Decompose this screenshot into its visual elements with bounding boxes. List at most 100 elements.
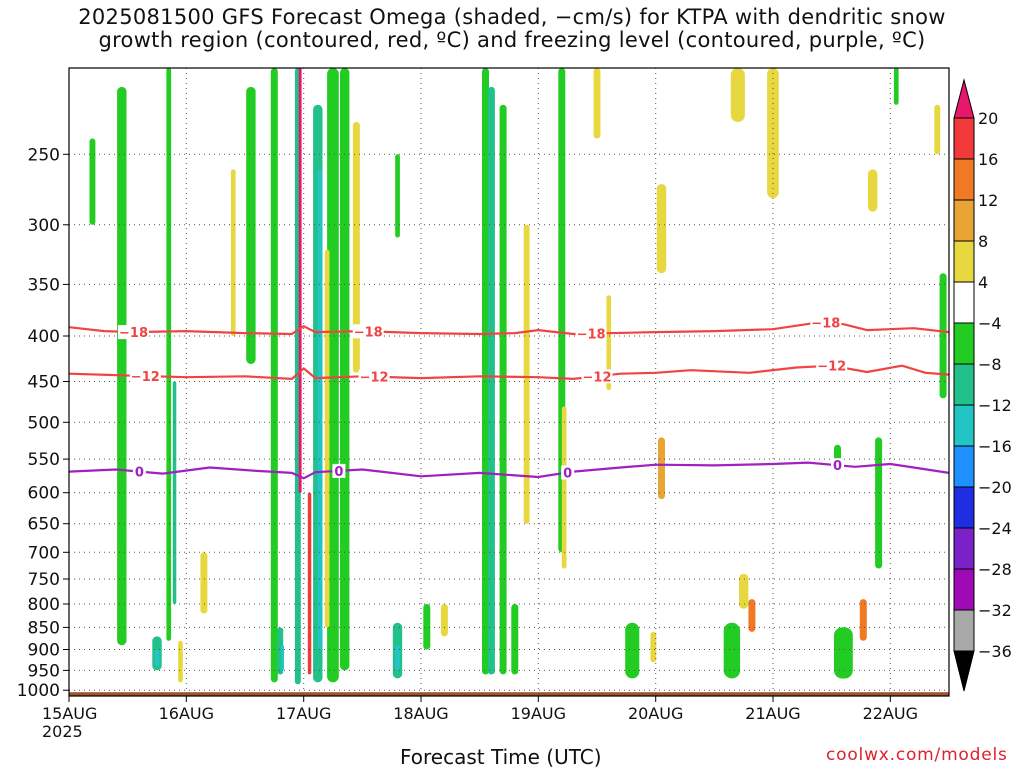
y-tick-label: 650 bbox=[28, 515, 60, 535]
title-line-1: 2025081500 GFS Forecast Omega (shaded, −… bbox=[78, 5, 946, 29]
y-tick-label: 700 bbox=[28, 543, 60, 563]
contour-label-bg bbox=[132, 464, 146, 479]
omega-region-40 bbox=[656, 184, 667, 274]
y-tick-label: 600 bbox=[28, 484, 60, 504]
contour-label: −12 bbox=[360, 371, 389, 386]
contour-label-bg bbox=[561, 465, 575, 480]
y-tick-label: 1000 bbox=[17, 681, 60, 701]
contour-label: 0 bbox=[135, 466, 144, 481]
contour-label: −18 bbox=[811, 317, 840, 332]
omega-region-31 bbox=[523, 224, 530, 524]
omega-region-52 bbox=[875, 437, 883, 569]
colorbar-label: −4 bbox=[978, 314, 1002, 333]
contour-lines: −18 −18 −18 −18 −12 −12 −12 −12 0 0 0 0 bbox=[69, 315, 949, 482]
contour-label-bg bbox=[118, 325, 149, 340]
omega-region-33 bbox=[561, 406, 567, 569]
omega-region-37 bbox=[625, 622, 640, 679]
y-tick-label: 250 bbox=[28, 145, 60, 165]
omega-region-28 bbox=[487, 86, 495, 675]
contour-label: 0 bbox=[334, 465, 343, 480]
omega-region-30 bbox=[511, 604, 519, 675]
x-axis: 15AUG 16AUG 17AUG 18AUG 19AUG 20AUG 21AUG 22AUG… bbox=[42, 696, 918, 741]
contour-label: −18 bbox=[354, 325, 383, 340]
colorbar-swatch bbox=[953, 117, 975, 160]
contour-label: −18 bbox=[577, 328, 606, 343]
colorbar-swatch bbox=[953, 240, 975, 283]
y-tick-label: 750 bbox=[28, 570, 60, 590]
title-line-2: growth region (contoured, red, ºC) and f… bbox=[98, 28, 926, 52]
contour-label-bg bbox=[129, 369, 161, 383]
omega-region-21 bbox=[352, 122, 360, 373]
colorbar-swatch bbox=[953, 568, 975, 611]
ground-band bbox=[69, 692, 949, 696]
omega-region-34 bbox=[593, 68, 601, 139]
x-tick-label: 17AUG bbox=[276, 704, 331, 723]
contour-line-1 bbox=[69, 364, 949, 380]
omega-region-55 bbox=[893, 68, 899, 105]
omega-region-6 bbox=[178, 640, 183, 683]
omega-region-18 bbox=[327, 68, 339, 683]
colorbar-swatch bbox=[953, 322, 975, 365]
colorbar-label: 12 bbox=[978, 191, 998, 210]
colorbar-label: −12 bbox=[978, 396, 1012, 415]
omega-region-54 bbox=[934, 104, 941, 155]
y-axis: 250 300 350 400 450 500 550 600 650 700 750 800 850 9… bbox=[17, 145, 69, 701]
omega-region-51 bbox=[868, 169, 878, 212]
x-tick-year-label: 2025 bbox=[42, 722, 83, 741]
omega-region-14 bbox=[298, 68, 302, 493]
contour-label: −18 bbox=[119, 326, 148, 341]
omega-region-44 bbox=[739, 573, 749, 609]
contour-label-bg bbox=[831, 458, 844, 473]
colorbar-label: 4 bbox=[978, 273, 988, 292]
x-tick-label: 19AUG bbox=[511, 704, 566, 723]
x-tick-label: 21AUG bbox=[745, 704, 800, 723]
contour-label-bg bbox=[352, 324, 384, 339]
colorbar-swatch bbox=[953, 486, 975, 529]
x-tick-label: 16AUG bbox=[159, 704, 214, 723]
contour-label: −12 bbox=[583, 370, 612, 385]
colorbar-swatch bbox=[953, 527, 975, 570]
colorbar-swatch bbox=[953, 281, 975, 324]
colorbar-label: −36 bbox=[978, 642, 1012, 661]
colorbar-label: −16 bbox=[978, 437, 1012, 456]
y-tick-label: 500 bbox=[28, 413, 60, 433]
omega-region-39 bbox=[658, 437, 665, 500]
ground-fill bbox=[69, 692, 949, 696]
colorbar-label: 16 bbox=[978, 150, 998, 169]
omega-region-10 bbox=[270, 68, 278, 683]
omega-shading bbox=[89, 68, 947, 685]
omega-region-17 bbox=[317, 169, 323, 650]
contour-label-bg bbox=[575, 326, 607, 341]
omega-region-12 bbox=[281, 645, 284, 671]
contour-label-bg bbox=[810, 315, 842, 330]
x-tick-label: 15AUG bbox=[42, 704, 97, 723]
x-tick-label: 22AUG bbox=[863, 704, 918, 723]
omega-region-46 bbox=[730, 68, 745, 122]
omega-region-22 bbox=[395, 154, 400, 238]
y-tick-label: 800 bbox=[28, 595, 60, 615]
y-tick-label: 950 bbox=[28, 661, 60, 681]
omega-region-49 bbox=[859, 599, 867, 641]
omega-region-7 bbox=[200, 552, 208, 614]
contour-label: −12 bbox=[131, 370, 160, 385]
omega-region-25 bbox=[423, 604, 431, 650]
omega-region-38 bbox=[650, 631, 657, 663]
y-tick-label: 300 bbox=[28, 216, 60, 236]
x-axis-label: Forecast Time (UTC) bbox=[400, 745, 602, 769]
colorbar-swatch bbox=[953, 609, 975, 652]
contour-label-bg bbox=[816, 358, 848, 373]
y-tick-label: 350 bbox=[28, 275, 60, 295]
colorbar-label: −8 bbox=[978, 355, 1002, 374]
omega-region-29 bbox=[499, 104, 507, 675]
credit-text[interactable]: coolwx.com/models bbox=[826, 745, 1008, 765]
omega-region-24 bbox=[395, 645, 400, 671]
colorbar-swatch bbox=[953, 158, 975, 201]
omega-region-19 bbox=[324, 249, 330, 628]
colorbar-label: 8 bbox=[978, 232, 988, 251]
colorbar: 20 16 12 8 4 −4 −8 −12 −16 −20 −24 −28 −32 −36 bbox=[953, 78, 1012, 692]
omega-region-27 bbox=[482, 68, 489, 675]
colorbar-label: −28 bbox=[978, 560, 1012, 579]
grid-lines bbox=[69, 68, 949, 696]
y-tick-label: 550 bbox=[28, 450, 60, 470]
